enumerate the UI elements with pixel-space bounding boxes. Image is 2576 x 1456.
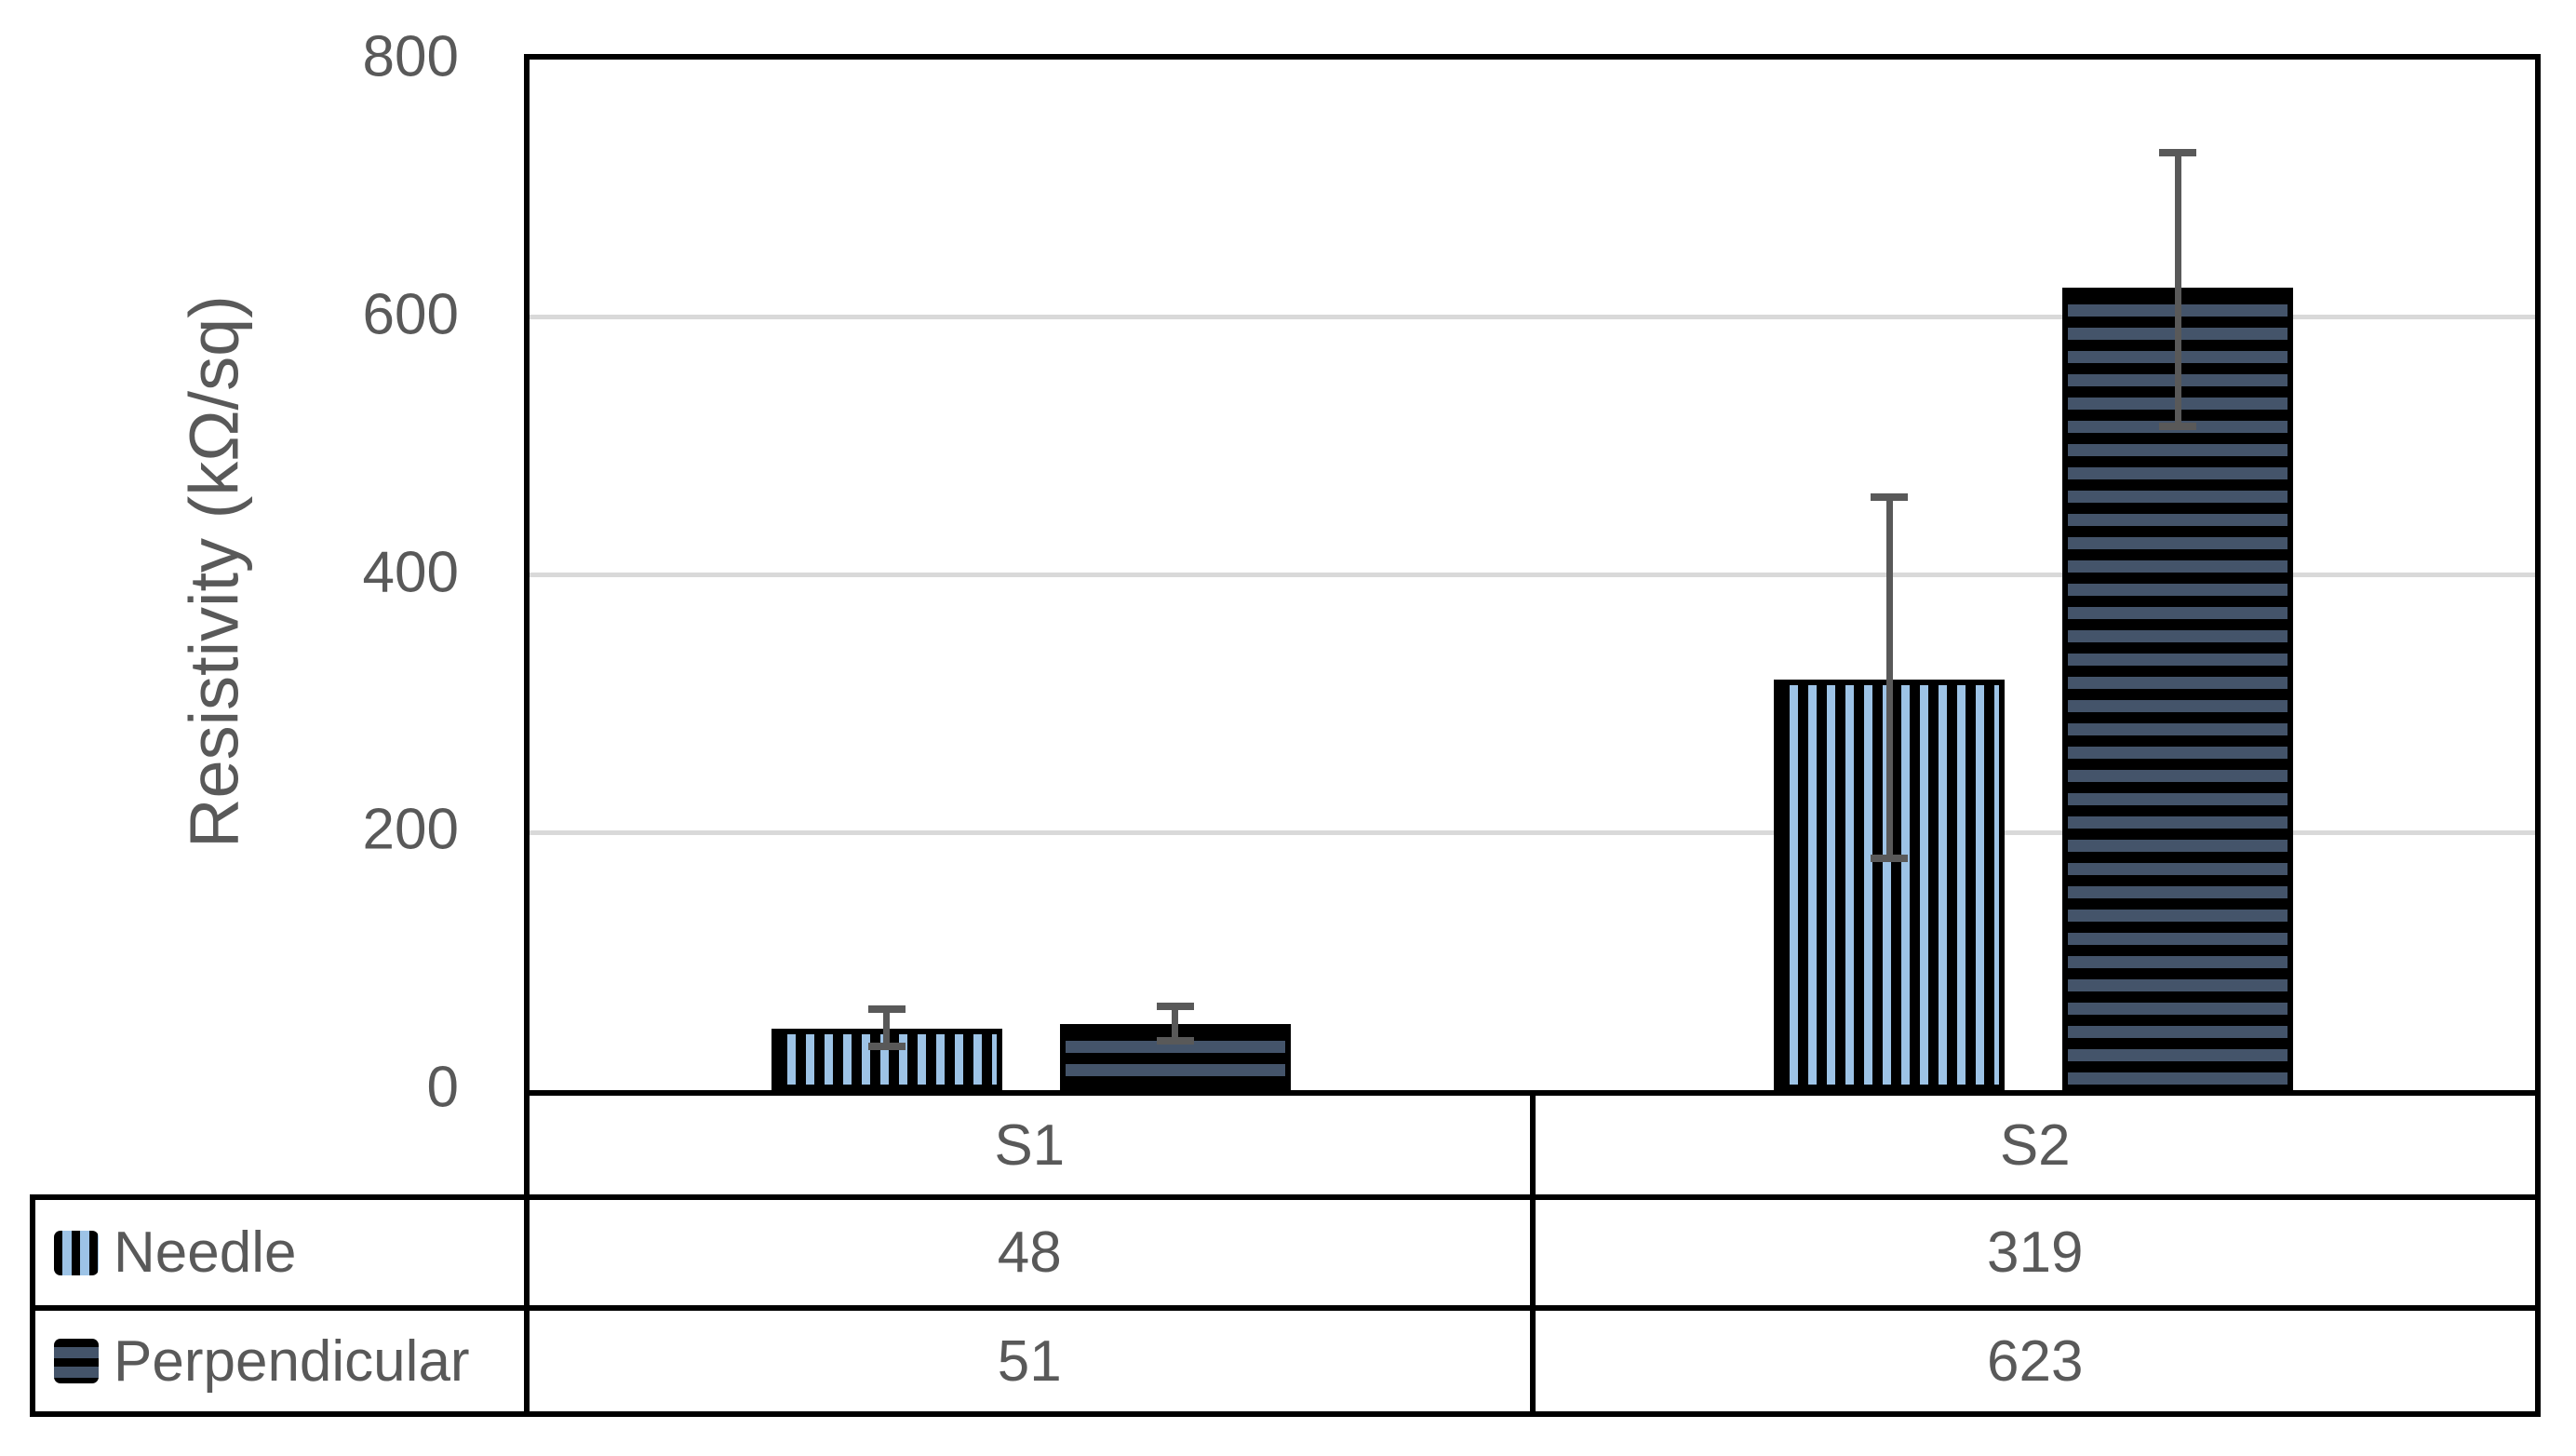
- value-needle-s1: 48: [530, 1200, 1536, 1305]
- series-name-needle: Needle: [114, 1220, 297, 1285]
- y-tick-label-600: 600: [362, 282, 459, 347]
- value-perpendicular-s1: 51: [530, 1311, 1536, 1411]
- error-bar-perpendicular-s1: [1172, 1006, 1179, 1042]
- y-tick-label-400: 400: [362, 540, 459, 604]
- legend-cell-needle: Needle: [35, 1200, 530, 1305]
- error-bar-bottom-cap-needle-s2: [1871, 854, 1909, 862]
- perpendicular-pattern-swatch-icon: [54, 1339, 99, 1383]
- value-perpendicular-s2: 623: [1987, 1328, 2084, 1394]
- category-label-s1: S1: [530, 1096, 1536, 1194]
- table-row-perpendicular: Perpendicular 51 623: [30, 1305, 2541, 1417]
- category-axis-row: S1 S2: [524, 1090, 2541, 1194]
- gridline-600: [530, 315, 2535, 320]
- error-bar-top-cap-needle-s2: [1871, 493, 1909, 502]
- y-axis-ticks: 0 200 400 600 800: [0, 0, 459, 1456]
- error-bar-perpendicular-s2: [2174, 152, 2181, 427]
- table-row-needle: Needle 48 319: [30, 1194, 2541, 1305]
- error-bar-top-cap-perpendicular-s2: [2159, 148, 2197, 156]
- y-tick-label-0: 0: [426, 1055, 459, 1120]
- bar-needle-s1: [771, 1028, 1002, 1090]
- needle-pattern-swatch-icon: [54, 1230, 99, 1275]
- gridline-400: [530, 573, 2535, 577]
- error-bar-top-cap-needle-s1: [867, 1004, 906, 1013]
- error-bar-needle-s2: [1885, 497, 1893, 858]
- legend-cell-perpendicular: Perpendicular: [35, 1311, 530, 1411]
- bar-perpendicular-s1: [1059, 1024, 1291, 1090]
- error-bar-bottom-cap-needle-s1: [867, 1042, 906, 1050]
- error-bar-bottom-cap-perpendicular-s1: [1156, 1037, 1194, 1045]
- category-label-s2: S2: [1999, 1112, 2071, 1178]
- value-needle-s2: 319: [1987, 1220, 2084, 1285]
- gridline-200: [530, 829, 2535, 835]
- error-bar-top-cap-perpendicular-s1: [1156, 1003, 1194, 1011]
- series-name-perpendicular: Perpendicular: [114, 1328, 470, 1394]
- error-bar-bottom-cap-perpendicular-s2: [2159, 423, 2197, 431]
- plot-area: [524, 54, 2541, 1090]
- y-tick-label-800: 800: [362, 24, 459, 89]
- y-tick-label-200: 200: [362, 797, 459, 862]
- error-bar-needle-s1: [883, 1008, 891, 1046]
